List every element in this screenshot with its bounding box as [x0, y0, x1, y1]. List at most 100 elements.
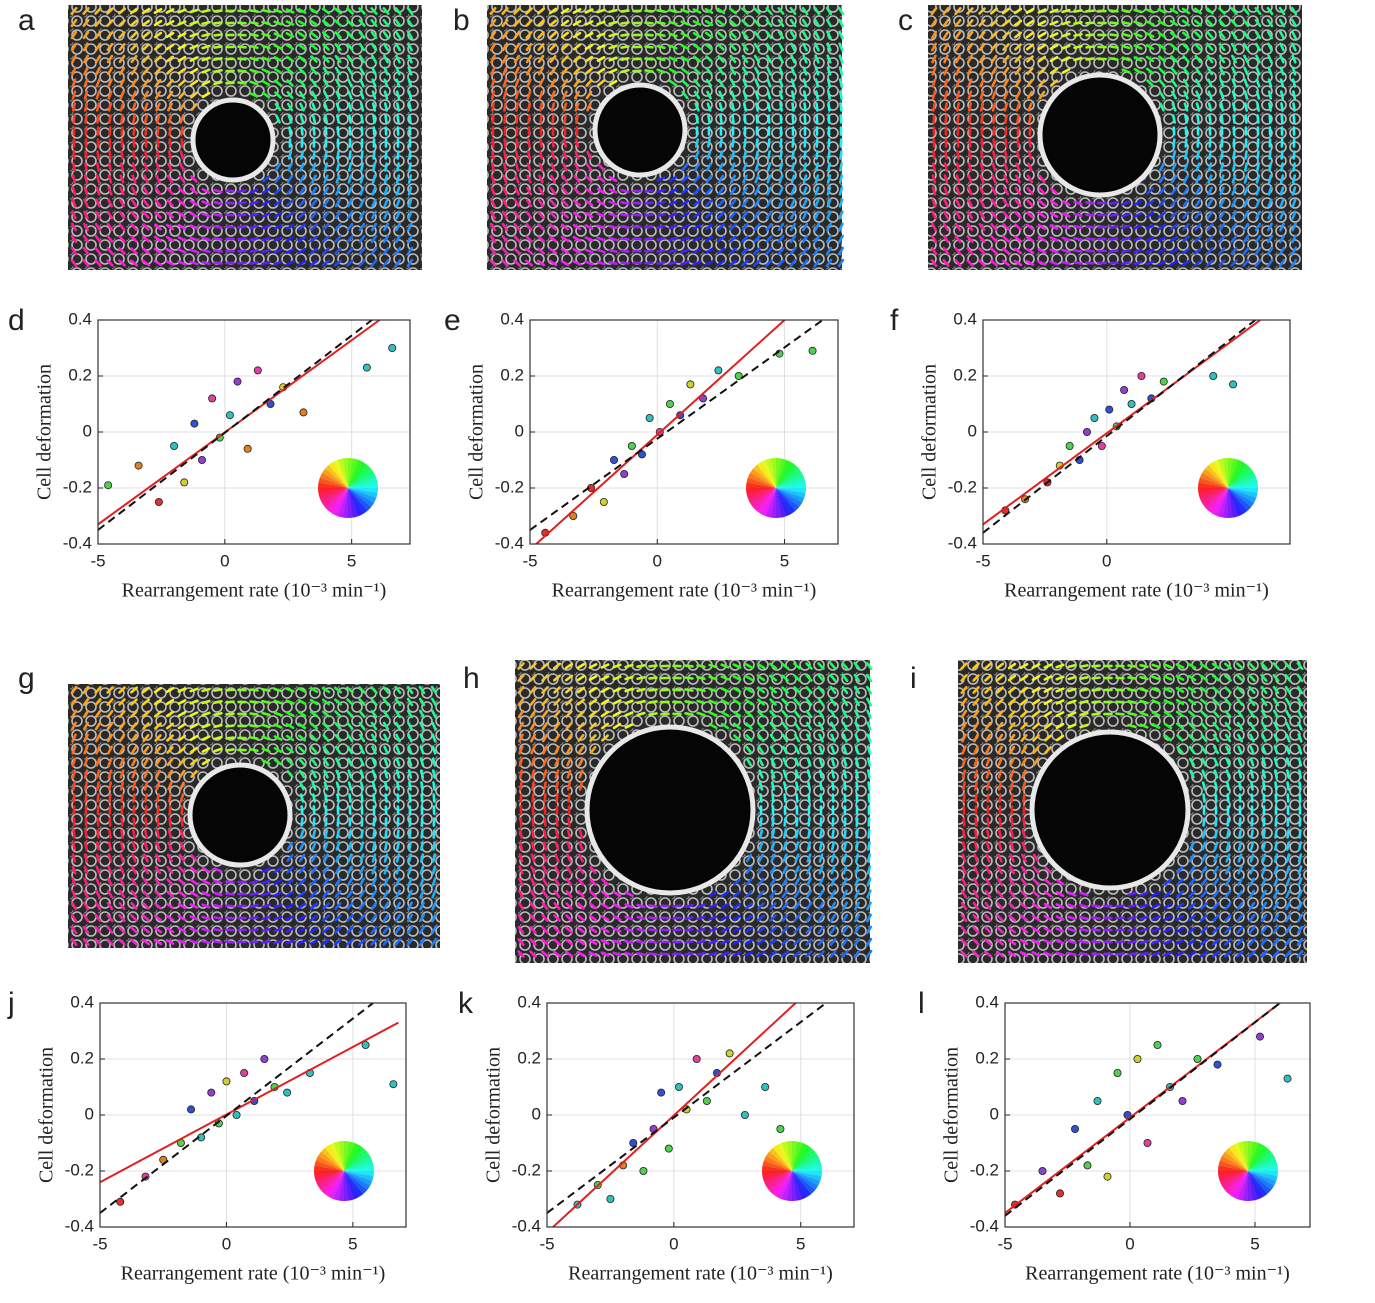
- flow-vector: [1275, 771, 1276, 778]
- flow-vector: [957, 164, 959, 171]
- flow-vector: [580, 831, 582, 838]
- flow-vector: [1087, 35, 1094, 36]
- flow-vector: [251, 226, 258, 228]
- flow-vector: [686, 942, 693, 943]
- flow-vector: [1275, 843, 1276, 850]
- flow-vector: [610, 34, 617, 36]
- y-axis-label: Cell deformation: [919, 364, 941, 500]
- flow-vector: [239, 203, 246, 204]
- flow-vector: [568, 831, 570, 838]
- flow-vector: [215, 701, 222, 702]
- flow-vector: [203, 238, 210, 240]
- flow-vector: [1258, 152, 1259, 159]
- flow-vector: [1011, 783, 1013, 790]
- flow-vector: [409, 783, 410, 790]
- flow-vector: [362, 152, 363, 159]
- x-tick-label: -5: [539, 1234, 554, 1253]
- data-point: [223, 1078, 230, 1085]
- flow-vector: [1173, 152, 1175, 159]
- flow-vector: [792, 104, 793, 111]
- flow-vector: [516, 92, 518, 99]
- flow-vector: [964, 819, 965, 826]
- flow-vector: [698, 941, 705, 943]
- flow-vector: [622, 34, 629, 35]
- flow-vector: [1093, 702, 1100, 703]
- flow-vector: [934, 116, 935, 123]
- flow-vector: [1204, 795, 1205, 802]
- flow-vector: [493, 116, 494, 123]
- flow-vector: [1227, 783, 1228, 790]
- flow-vector: [373, 783, 374, 790]
- flow-vector: [1251, 831, 1252, 838]
- flow-vector: [845, 783, 846, 790]
- flow-vector: [227, 726, 234, 727]
- flow-vector: [844, 759, 846, 766]
- y-tick-label: -0.2: [63, 477, 92, 496]
- flow-vector: [698, 665, 705, 666]
- x-tick-label: -5: [975, 551, 990, 570]
- flow-vector: [133, 795, 134, 802]
- flow-vector: [844, 855, 846, 862]
- flow-vector: [157, 795, 158, 802]
- flow-vector: [133, 831, 134, 838]
- y-tick-label: 0.4: [975, 992, 999, 1011]
- flow-vector: [1093, 905, 1100, 906]
- flow-vector: [1087, 47, 1094, 48]
- flow-vector: [817, 104, 818, 111]
- flow-vector: [73, 176, 75, 183]
- flow-vector: [868, 843, 869, 850]
- flow-vector: [1093, 918, 1100, 919]
- flow-vector: [568, 783, 570, 790]
- flow-vector: [1257, 104, 1258, 111]
- data-point: [1256, 1033, 1263, 1040]
- flow-vector: [821, 795, 822, 802]
- flow-vector: [528, 152, 530, 159]
- flow-vector: [946, 116, 947, 123]
- micrograph: [958, 660, 1307, 963]
- flow-vector: [792, 152, 793, 159]
- flow-vector: [773, 795, 774, 802]
- flow-vector: [686, 701, 693, 702]
- flow-vector: [808, 843, 810, 850]
- flow-vector: [1111, 202, 1118, 203]
- flow-vector: [1129, 701, 1136, 702]
- flow-vector: [934, 152, 935, 159]
- flow-vector: [1287, 855, 1289, 862]
- flow-vector: [1005, 116, 1006, 123]
- micrograph: [487, 5, 843, 270]
- flow-vector: [557, 819, 558, 826]
- flow-vector: [658, 22, 665, 23]
- flow-vector: [816, 80, 818, 87]
- flow-vector: [1081, 917, 1088, 919]
- flow-vector: [74, 152, 75, 159]
- flow-vector: [969, 152, 970, 159]
- flow-vector: [337, 831, 338, 838]
- flow-vector: [98, 152, 99, 159]
- flow-vector: [215, 58, 222, 59]
- flow-vector: [397, 164, 398, 171]
- flow-vector: [1093, 678, 1100, 679]
- x-tick-label: 0: [222, 1234, 231, 1253]
- flow-vector: [145, 795, 146, 802]
- flow-vector: [686, 689, 693, 690]
- flow-vector: [646, 190, 653, 191]
- flow-vector: [1173, 116, 1174, 123]
- y-axis-label: Cell deformation: [36, 1047, 58, 1183]
- flow-vector: [626, 665, 633, 667]
- flow-vector: [816, 164, 817, 171]
- flow-vector: [1111, 46, 1118, 47]
- flow-vector: [832, 831, 833, 838]
- flow-vector: [433, 855, 435, 862]
- flow-vector: [504, 92, 506, 99]
- flow-vector: [397, 843, 398, 850]
- flow-vector: [975, 831, 976, 838]
- flow-vector: [361, 783, 363, 790]
- flow-vector: [808, 771, 810, 778]
- flow-vector: [133, 152, 134, 159]
- flow-vector: [373, 164, 374, 171]
- flow-vector: [251, 918, 258, 919]
- flow-vector: [1075, 250, 1082, 251]
- flow-vector: [421, 855, 423, 862]
- flow-vector: [1069, 953, 1076, 955]
- flow-vector: [251, 881, 258, 882]
